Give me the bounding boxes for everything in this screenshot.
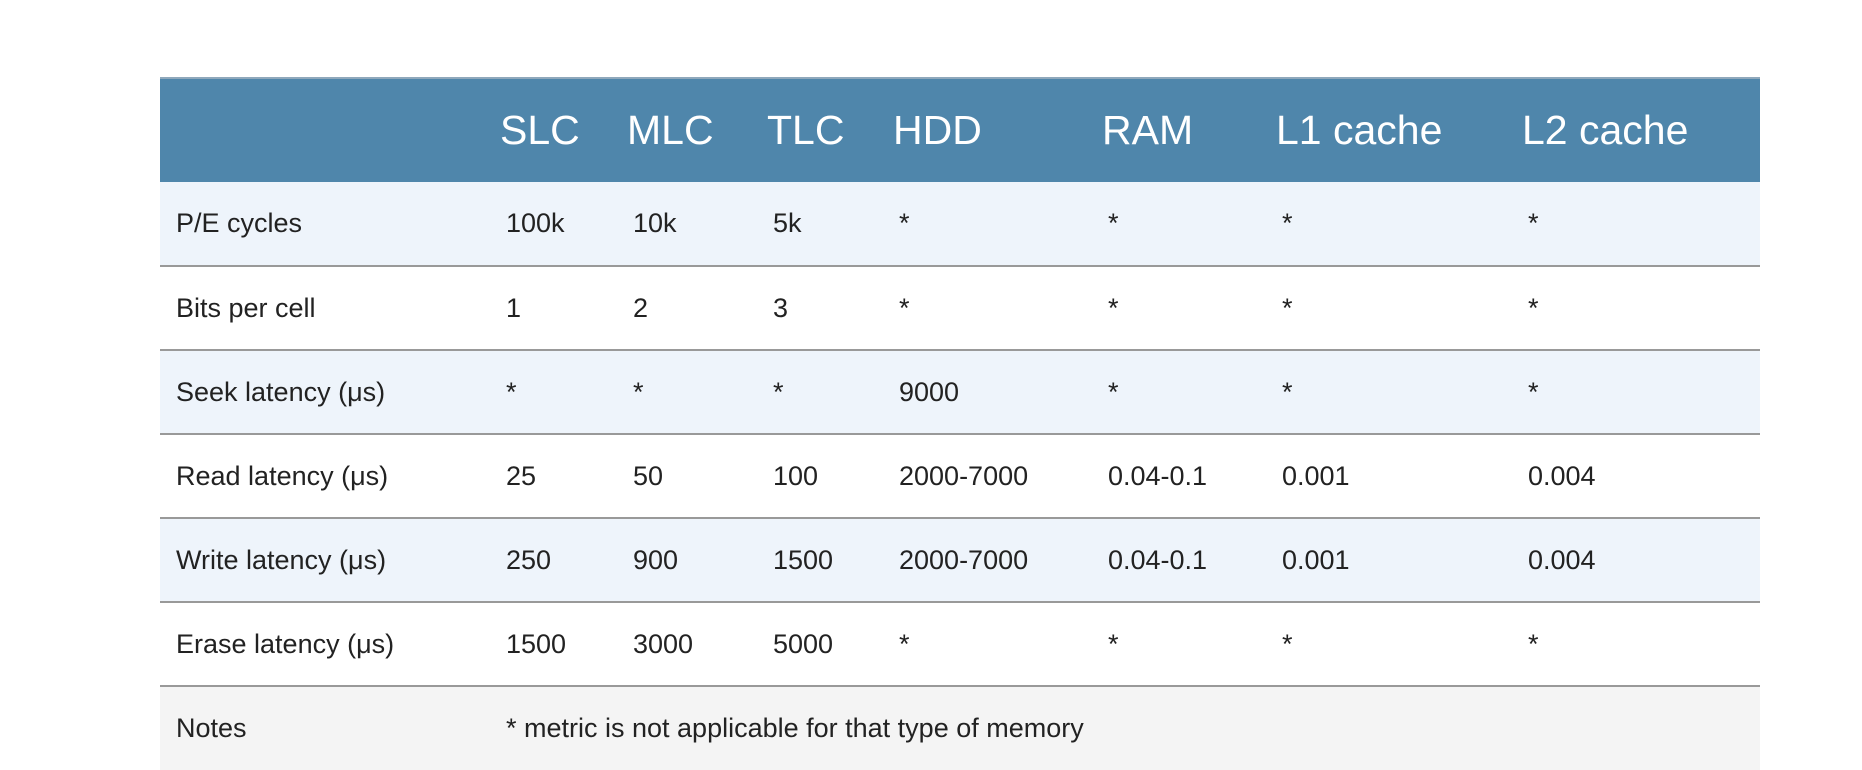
header-cell-mlc: MLC (627, 107, 714, 153)
row-label: Seek latency (μs) (176, 376, 386, 407)
memory-comparison-table: SLC MLC TLC HDD RAM L1 cache L2 cache P/… (160, 77, 1760, 770)
table-cell: 0.004 (1528, 460, 1596, 491)
table-cell: * (1528, 628, 1539, 659)
header-cell-tlc: TLC (767, 107, 845, 153)
header-cell-l2-cache: L2 cache (1522, 107, 1689, 153)
table-cell: 2 (633, 292, 649, 323)
row-label: Erase latency (μs) (176, 628, 395, 659)
table-cell: * (1282, 208, 1293, 238)
header-cell-slc: SLC (500, 107, 580, 153)
table-row: Erase latency (μs) 1500 3000 5000 * * * … (160, 602, 1760, 686)
table-cell: 25 (506, 460, 537, 491)
table-row: Write latency (μs) 250 900 1500 2000-700… (160, 518, 1760, 602)
table-cell: 9000 (899, 376, 960, 407)
table-cell: 100k (506, 208, 565, 238)
table-cell: * (1528, 208, 1539, 238)
table-cell: * (773, 376, 784, 407)
notes-row: Notes * metric is not applicable for tha… (160, 686, 1760, 770)
table-cell: * (1282, 628, 1293, 659)
table-cell: 1500 (773, 544, 834, 575)
table-cell: 0.004 (1528, 544, 1596, 575)
table-cell: 1 (506, 292, 522, 323)
table-cell: * (1282, 292, 1293, 323)
table-cell: 10k (633, 208, 677, 238)
table-cell: * (899, 628, 910, 659)
row-label: Bits per cell (176, 292, 316, 323)
table-cell: * (1282, 376, 1293, 407)
table-cell: 2000-7000 (899, 544, 1029, 575)
table-cell: 250 (506, 544, 552, 575)
table-row: P/E cycles 100k 10k 5k * * * * (160, 182, 1760, 266)
table-cell: * (1108, 292, 1119, 323)
table-row: Bits per cell 1 2 3 * * * * (160, 266, 1760, 350)
header-cell-empty (160, 78, 490, 182)
table-cell: * (633, 376, 644, 407)
table-cell: 1500 (506, 628, 567, 659)
table-cell: 2000-7000 (899, 460, 1029, 491)
table-cell: * (899, 292, 910, 323)
table-cell: 0.001 (1282, 460, 1350, 491)
table-row: Seek latency (μs) * * * 9000 * * * (160, 350, 1760, 434)
table-header-row: SLC MLC TLC HDD RAM L1 cache L2 cache (160, 78, 1760, 182)
table-cell: * (1528, 292, 1539, 323)
table-cell: 0.001 (1282, 544, 1350, 575)
table-cell: 0.04-0.1 (1108, 544, 1208, 575)
table-cell: 3000 (633, 628, 694, 659)
header-cell-l1-cache: L1 cache (1276, 107, 1443, 153)
table-cell: 5000 (773, 628, 834, 659)
table-cell: 100 (773, 460, 819, 491)
table-cell: * (1528, 376, 1539, 407)
table-cell: 0.04-0.1 (1108, 460, 1208, 491)
table-cell: * (1108, 628, 1119, 659)
table-cell: 50 (633, 460, 664, 491)
table-cell: * (1108, 376, 1119, 407)
header-cell-hdd: HDD (893, 107, 982, 153)
header-cell-ram: RAM (1102, 107, 1194, 153)
row-label: P/E cycles (176, 208, 303, 238)
table-cell: 5k (773, 208, 802, 238)
table-cell: * (1108, 208, 1119, 238)
comparison-table-container: SLC MLC TLC HDD RAM L1 cache L2 cache P/… (160, 77, 1760, 770)
table-cell: * (899, 208, 910, 238)
table-row: Read latency (μs) 25 50 100 2000-7000 0.… (160, 434, 1760, 518)
row-label: Read latency (μs) (176, 460, 389, 491)
table-cell: * (506, 376, 517, 407)
row-label: Write latency (μs) (176, 544, 387, 575)
table-cell: 3 (773, 292, 789, 323)
notes-label: Notes (176, 713, 247, 743)
notes-text: * metric is not applicable for that type… (506, 713, 1084, 743)
table-cell: 900 (633, 544, 679, 575)
